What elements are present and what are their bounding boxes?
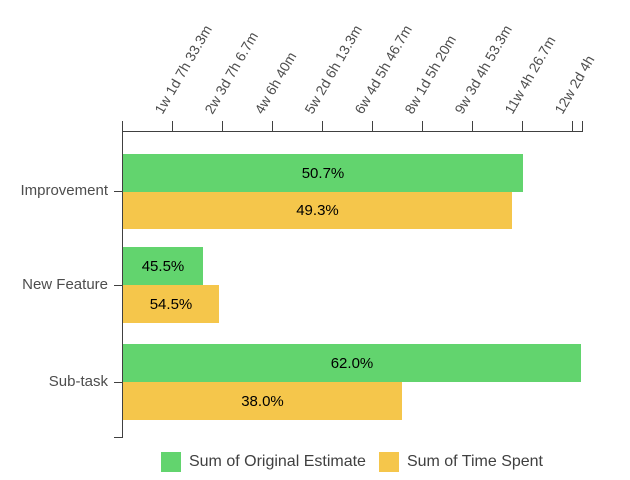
x-axis-tick	[572, 121, 573, 131]
bar-new-feature-time-spent[interactable]: 54.5%	[123, 285, 219, 323]
bar-improvement-original-estimate[interactable]: 50.7%	[123, 154, 523, 192]
category-label-improvement: Improvement	[20, 182, 108, 199]
x-axis-tick-label: 4w 6h 40m	[251, 49, 300, 117]
bar-data-label: 38.0%	[241, 392, 284, 410]
y-axis-line	[122, 121, 123, 438]
bar-data-label: 49.3%	[296, 202, 339, 219]
x-axis-tick	[422, 121, 423, 131]
bar-data-label: 45.5%	[141, 257, 185, 275]
y-axis-tick	[114, 437, 122, 438]
legend: Sum of Original Estimate Sum of Time Spe…	[122, 452, 582, 472]
legend-item-original-estimate[interactable]: Sum of Original Estimate	[160, 452, 366, 472]
x-axis-tick	[272, 121, 273, 131]
category-label-new-feature: New Feature	[22, 276, 108, 293]
y-axis-tick	[114, 382, 122, 383]
x-axis-tick	[372, 121, 373, 131]
legend-label: Sum of Original Estimate	[188, 453, 366, 470]
legend-swatch-yellow	[378, 452, 399, 472]
bar-sub-task-time-spent[interactable]: 38.0%	[123, 382, 402, 420]
bar-data-label: 54.5%	[149, 295, 193, 313]
x-axis-tick	[472, 121, 473, 131]
x-axis-tick	[582, 121, 583, 131]
y-axis-tick	[114, 285, 122, 286]
bar-new-feature-original-estimate[interactable]: 45.5%	[123, 247, 203, 285]
category-label-sub-task: Sub-task	[48, 373, 108, 390]
x-axis-tick	[522, 121, 523, 131]
x-axis-tick-label: 11w 4h 26.7m	[501, 33, 559, 117]
bar-sub-task-original-estimate[interactable]: 62.0%	[123, 344, 581, 382]
bar-data-label: 50.7%	[301, 164, 345, 182]
legend-label: Sum of Time Spent	[406, 453, 543, 470]
x-axis-tick	[172, 121, 173, 131]
legend-swatch-green	[160, 452, 181, 472]
x-axis-tick-label: 12w 2d 4h	[551, 52, 598, 117]
y-axis-tick	[114, 191, 122, 192]
x-axis-line	[122, 131, 583, 132]
bar-improvement-time-spent[interactable]: 49.3%	[123, 192, 512, 229]
x-axis-tick	[222, 121, 223, 131]
legend-item-time-spent[interactable]: Sum of Time Spent	[378, 452, 543, 472]
bar-data-label: 62.0%	[330, 354, 374, 372]
x-axis-tick	[322, 121, 323, 131]
